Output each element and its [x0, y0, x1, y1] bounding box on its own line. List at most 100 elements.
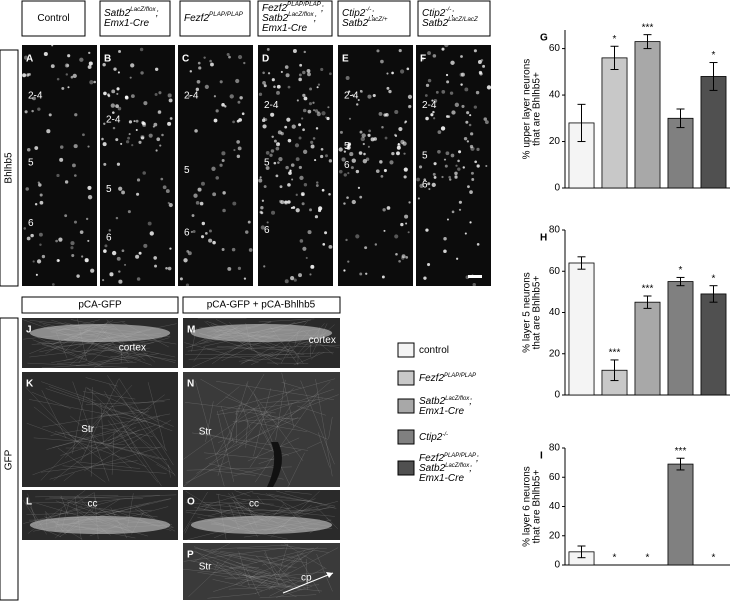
cell: [179, 277, 183, 281]
fiber: [203, 548, 297, 568]
cell: [325, 154, 328, 158]
fiber: [185, 511, 273, 528]
cell: [168, 203, 173, 208]
cell: [407, 94, 413, 99]
cell: [73, 220, 77, 224]
fiber: [63, 338, 112, 346]
cell: [192, 229, 196, 233]
cell: [435, 90, 439, 94]
cell: [314, 159, 317, 162]
cell: [118, 270, 121, 273]
cell: [183, 258, 188, 263]
fiber: [208, 463, 284, 480]
cell: [26, 73, 30, 77]
cell: [320, 67, 324, 72]
cell: [425, 83, 430, 88]
text-part: Fezf2: [184, 13, 209, 24]
cell: [262, 80, 266, 85]
fiber: [86, 387, 174, 427]
cell: [36, 259, 42, 264]
fiber: [217, 440, 224, 443]
region-label: cortex: [309, 335, 336, 346]
fiber: [205, 417, 299, 460]
cell: [39, 243, 42, 246]
fiber: [258, 318, 315, 323]
cell: [74, 113, 78, 117]
header-box: [179, 0, 251, 37]
cell: [221, 159, 225, 163]
cell: [241, 112, 245, 116]
fiber: [291, 555, 307, 563]
bar: [667, 281, 694, 396]
cell: [382, 208, 386, 212]
cell: [200, 235, 205, 239]
bar: [667, 117, 694, 189]
cell: [450, 60, 455, 65]
cell: [357, 98, 360, 102]
fiber: [70, 415, 132, 469]
cell: [280, 200, 285, 205]
fiber: [187, 501, 339, 540]
cell: [231, 247, 236, 252]
y-tick-label: 0: [554, 390, 560, 401]
cell: [46, 129, 51, 134]
cell: [189, 70, 193, 73]
cell: [437, 149, 441, 154]
cell: [449, 178, 452, 181]
cell: [467, 185, 470, 189]
panel-letter: M: [187, 325, 195, 336]
fiber: [257, 495, 265, 505]
rich-text: Fezf2PLAP/PLAP;: [419, 453, 479, 464]
cell: [349, 152, 354, 157]
fiber: [29, 320, 114, 354]
cell: [394, 234, 399, 239]
rich-text: Emx1-Cre: [419, 406, 464, 417]
cell: [237, 146, 242, 151]
cell: [109, 272, 114, 277]
y-tick-label: 0: [554, 560, 560, 571]
cell: [457, 167, 461, 171]
cell: [287, 138, 292, 143]
fiber: [309, 527, 319, 534]
cell: [441, 47, 445, 51]
fiber: [284, 491, 312, 495]
cell: [70, 241, 75, 246]
region-label: Str: [81, 424, 94, 435]
cell: [195, 87, 200, 91]
cell: [79, 230, 84, 234]
cell: [51, 44, 54, 47]
cell: [247, 220, 251, 224]
cell: [327, 106, 330, 109]
header: pCA-GFP: [78, 300, 122, 311]
panel-letter: O: [187, 497, 195, 508]
fiber: [63, 337, 163, 361]
cell: [84, 258, 89, 263]
fiber: [49, 446, 162, 480]
cell: [140, 136, 145, 140]
fiber: [122, 341, 129, 356]
y-tick-label: 80: [549, 225, 561, 236]
fiber: [224, 561, 275, 581]
fiber: [210, 324, 279, 366]
fiber: [278, 543, 289, 575]
fiber: [109, 506, 169, 523]
cell: [232, 120, 235, 124]
cell: [188, 94, 191, 98]
fiber: [61, 503, 70, 531]
texture: [183, 372, 339, 488]
cell: [291, 124, 296, 129]
text-part: LacZ/flox: [445, 396, 470, 402]
fiber: [33, 406, 104, 462]
cell: [32, 96, 36, 101]
cell: [155, 149, 158, 152]
cell: [130, 94, 135, 99]
cell: [219, 80, 223, 84]
cell: [190, 230, 193, 234]
cell: [24, 55, 29, 60]
cell: [359, 195, 363, 199]
fiber: [140, 509, 144, 513]
bar: [667, 463, 694, 566]
significance: *: [712, 50, 716, 61]
fiber: [73, 508, 111, 536]
cell: [328, 159, 333, 163]
